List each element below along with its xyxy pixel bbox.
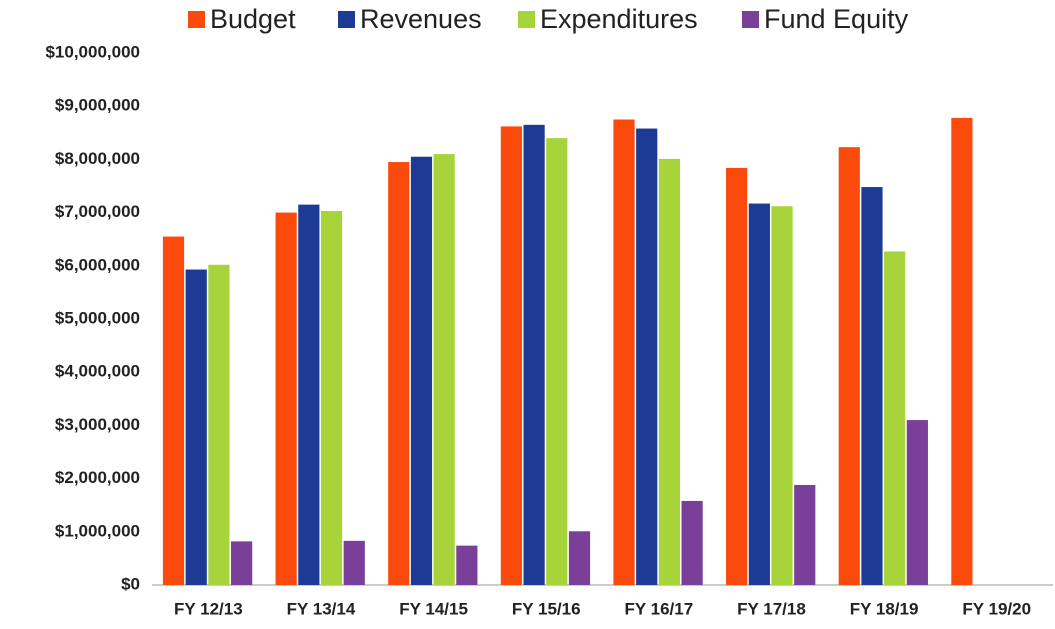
y-tick-label: $2,000,000 bbox=[55, 468, 140, 487]
bar bbox=[320, 211, 343, 585]
bar bbox=[433, 154, 455, 585]
bar bbox=[456, 545, 478, 585]
bar bbox=[523, 124, 545, 585]
bar bbox=[568, 531, 591, 585]
bar bbox=[838, 147, 860, 585]
y-tick-label: $9,000,000 bbox=[55, 96, 140, 115]
x-tick-label: FY 14/15 bbox=[399, 599, 468, 618]
bar bbox=[726, 167, 748, 586]
bar bbox=[884, 251, 906, 585]
x-tick-label: FY 12/13 bbox=[174, 599, 243, 618]
bar bbox=[500, 126, 522, 585]
x-tick-label: FY 15/16 bbox=[512, 599, 581, 618]
legend-swatch bbox=[518, 11, 535, 28]
bar bbox=[861, 187, 883, 585]
legend-label: Fund Equity bbox=[764, 4, 909, 34]
bar bbox=[951, 117, 973, 586]
y-tick-label: $7,000,000 bbox=[55, 202, 140, 221]
legend-swatch bbox=[338, 11, 355, 28]
bar bbox=[906, 420, 928, 585]
legend-label: Budget bbox=[210, 4, 296, 34]
y-tick-label: $4,000,000 bbox=[55, 362, 140, 381]
bar bbox=[208, 264, 230, 585]
x-tick-label: FY 13/14 bbox=[287, 599, 356, 618]
legend-swatch bbox=[742, 11, 759, 28]
x-tick-label: FY 19/20 bbox=[962, 599, 1031, 618]
x-tick-label: FY 18/19 bbox=[850, 599, 919, 618]
bar bbox=[343, 540, 365, 585]
bar bbox=[410, 156, 433, 586]
bar bbox=[275, 212, 297, 585]
bar bbox=[388, 162, 410, 585]
y-tick-label: $6,000,000 bbox=[55, 255, 140, 274]
bar bbox=[231, 541, 253, 585]
y-tick-label: $3,000,000 bbox=[55, 415, 140, 434]
bar bbox=[681, 500, 703, 585]
legend-label: Expenditures bbox=[540, 4, 698, 34]
bar bbox=[185, 269, 207, 585]
bar bbox=[546, 138, 568, 585]
bar bbox=[748, 203, 770, 585]
x-tick-label: FY 17/18 bbox=[737, 599, 806, 618]
bar bbox=[771, 206, 793, 585]
bar bbox=[162, 236, 185, 586]
y-tick-label: $8,000,000 bbox=[55, 149, 140, 168]
bar bbox=[794, 484, 816, 585]
bar bbox=[613, 119, 635, 585]
bar bbox=[658, 158, 681, 586]
y-tick-label: $10,000,000 bbox=[45, 42, 140, 61]
y-tick-label: $5,000,000 bbox=[55, 308, 140, 327]
y-tick-label: $1,000,000 bbox=[55, 521, 140, 540]
legend-swatch bbox=[188, 11, 205, 28]
legend-label: Revenues bbox=[360, 4, 482, 34]
y-tick-label: $0 bbox=[121, 574, 140, 593]
x-tick-label: FY 16/17 bbox=[624, 599, 693, 618]
bar bbox=[298, 204, 320, 585]
bar bbox=[636, 128, 658, 585]
